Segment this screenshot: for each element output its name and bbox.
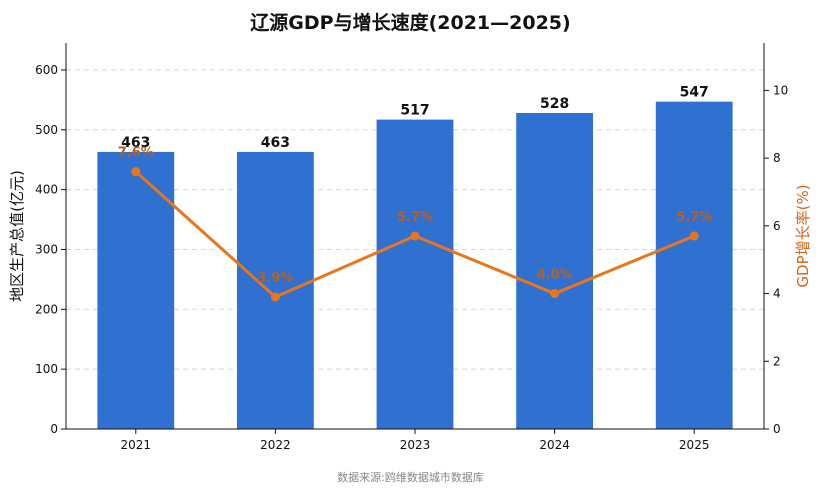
bar-layer — [97, 101, 733, 429]
y2-tick-label: 10 — [773, 83, 788, 97]
chart-title: 辽源GDP与增长速度(2021—2025) — [250, 12, 571, 34]
label-layer: 463 463 517 528 547 7.6% 3.9% 5.7% 4.0% 5.7% — [118, 85, 712, 286]
y-tick-label: 200 — [35, 302, 58, 316]
bar-value-label: 517 — [400, 103, 429, 119]
y2-tick-label: 0 — [773, 422, 781, 436]
y-tick-label: 500 — [35, 123, 58, 137]
y-tick-label: 0 — [50, 422, 58, 436]
y2-tick-label: 2 — [773, 354, 781, 368]
y2-tick-label: 6 — [773, 219, 781, 233]
growth-value-label: 4.0% — [537, 268, 573, 283]
bar-value-label: 528 — [540, 96, 569, 112]
growth-point — [550, 289, 560, 299]
bar-value-label: 547 — [680, 85, 709, 101]
y-tick-label: 600 — [35, 63, 58, 77]
growth-point — [270, 292, 280, 302]
growth-value-label: 3.9% — [257, 271, 293, 286]
bar — [237, 151, 314, 429]
growth-value-label: 7.6% — [118, 146, 154, 161]
y-axis-title: 地区生产总值(亿元) — [8, 170, 26, 302]
bar — [655, 101, 733, 429]
bar — [376, 119, 454, 429]
x-tick-label: 2023 — [400, 438, 431, 452]
y2-axis-title: GDP增长率(%) — [794, 184, 812, 287]
growth-point — [131, 167, 141, 177]
growth-point — [410, 231, 420, 241]
growth-value-label: 5.7% — [397, 210, 433, 225]
line-layer — [131, 167, 699, 302]
y2-tick-label: 8 — [773, 151, 781, 165]
growth-value-label: 5.7% — [676, 210, 712, 225]
axis-layer: 0 100 200 300 400 500 600 0 2 4 6 8 10 2021 2022 2023 20… — [8, 43, 812, 452]
bar-value-label: 463 — [261, 135, 290, 151]
x-tick-label: 2022 — [260, 438, 291, 452]
source-note: 数据来源:鸥维数据城市数据库 — [337, 471, 484, 484]
x-tick-label: 2021 — [121, 438, 152, 452]
y-tick-label: 300 — [35, 242, 58, 256]
bar-value-label: 463 — [121, 135, 150, 151]
bar — [97, 151, 175, 429]
y2-tick-label: 4 — [773, 287, 781, 301]
growth-point — [689, 231, 699, 241]
y-tick-label: 100 — [35, 362, 58, 376]
y-tick-label: 400 — [35, 183, 58, 197]
x-tick-label: 2025 — [679, 438, 710, 452]
bar — [516, 113, 593, 429]
x-tick-label: 2024 — [539, 438, 570, 452]
